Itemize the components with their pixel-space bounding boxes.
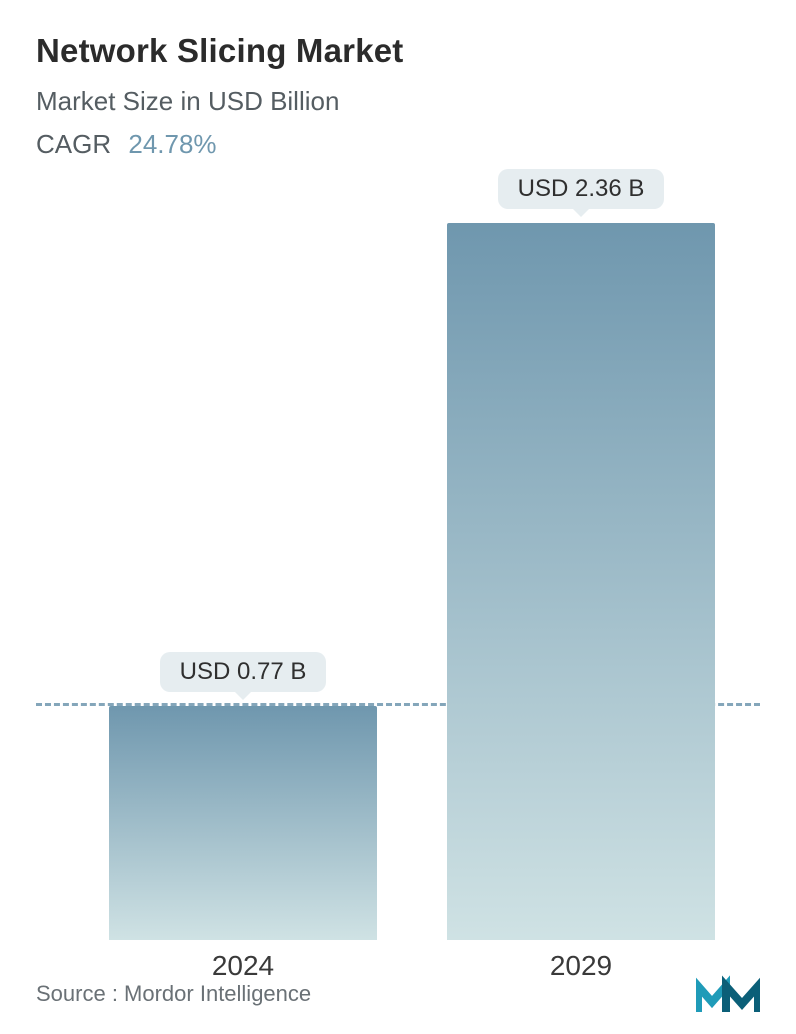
cagr-label: CAGR — [36, 129, 111, 159]
plot: USD 0.77 B USD 2.36 B — [36, 180, 760, 940]
chart-area: USD 0.77 BUSD 2.36 B 20242029 — [36, 180, 760, 1010]
bars-row: USD 0.77 B USD 2.36 B — [64, 180, 760, 940]
chart-title: Network Slicing Market — [36, 32, 760, 70]
brand-logo-icon — [696, 974, 760, 1014]
cagr-row: CAGR 24.78% — [36, 129, 760, 160]
chart-container: Network Slicing Market Market Size in US… — [0, 0, 796, 1034]
bar-group: USD 2.36 B — [447, 223, 715, 940]
value-pill: USD 0.77 B — [160, 652, 327, 692]
cagr-value: 24.78% — [128, 129, 216, 159]
chart-subtitle: Market Size in USD Billion — [36, 86, 760, 117]
footer: Source : Mordor Intelligence — [36, 974, 760, 1014]
bar — [447, 223, 715, 940]
bar-group: USD 0.77 B — [109, 706, 377, 940]
value-pill: USD 2.36 B — [498, 169, 665, 209]
bar — [109, 706, 377, 940]
source-text: Source : Mordor Intelligence — [36, 981, 311, 1007]
